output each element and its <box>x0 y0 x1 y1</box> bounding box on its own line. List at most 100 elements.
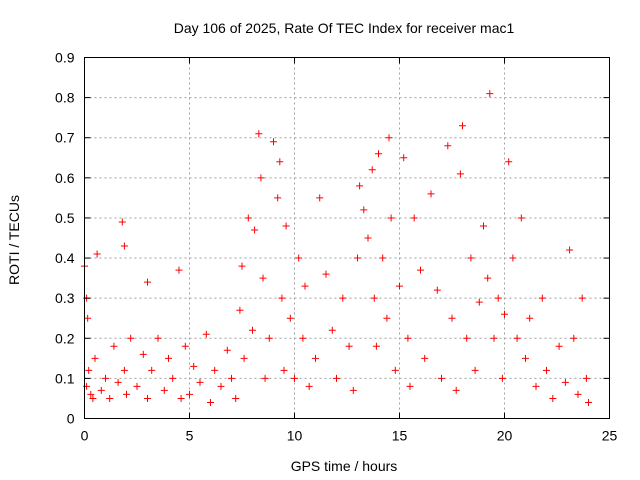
data-point <box>328 326 336 334</box>
data-point <box>186 390 193 398</box>
data-point <box>349 386 357 394</box>
data-point <box>383 314 391 322</box>
data-point <box>89 394 97 402</box>
data-point <box>391 366 399 374</box>
data-point <box>295 254 303 262</box>
data-point <box>570 334 578 342</box>
data-point <box>148 366 156 374</box>
data-point <box>385 134 393 142</box>
data-point <box>169 374 177 382</box>
data-point <box>144 394 151 402</box>
data-point <box>417 266 424 274</box>
data-point <box>261 374 269 382</box>
data-point <box>280 366 288 374</box>
data-point <box>486 90 494 98</box>
data-point <box>211 366 219 374</box>
data-point <box>123 390 130 398</box>
data-point <box>202 330 210 338</box>
y-tick-label: 0 <box>67 411 75 427</box>
data-point <box>259 274 267 282</box>
data-point <box>433 286 441 294</box>
data-point <box>255 130 263 138</box>
x-tick-label: 15 <box>392 428 408 444</box>
data-point <box>299 334 307 342</box>
data-point <box>456 170 464 178</box>
data-point <box>370 294 378 302</box>
data-point <box>396 282 403 290</box>
data-point <box>421 354 429 362</box>
data-point <box>484 274 492 282</box>
data-point <box>120 366 128 374</box>
data-point <box>91 354 99 362</box>
data-point <box>110 342 118 350</box>
y-tick-label: 0.4 <box>55 250 75 266</box>
data-point <box>452 386 460 394</box>
x-axis-title: GPS time / hours <box>291 458 398 474</box>
y-tick-label: 0.7 <box>55 130 75 146</box>
grid-lines <box>84 57 610 419</box>
data-point <box>270 138 277 146</box>
data-points <box>81 90 592 406</box>
data-point <box>238 262 246 270</box>
data-point <box>84 314 92 322</box>
data-point <box>438 374 445 382</box>
chart-title: Day 106 of 2025, Rate Of TEC Index for r… <box>174 20 515 36</box>
data-point <box>585 398 592 406</box>
data-point <box>106 394 114 402</box>
data-point <box>404 334 412 342</box>
data-point <box>356 182 364 190</box>
data-point <box>561 378 569 386</box>
data-point <box>133 382 141 390</box>
y-tick-label: 0.2 <box>55 330 75 346</box>
data-point <box>360 206 368 214</box>
data-point <box>354 254 361 262</box>
data-point <box>87 390 95 398</box>
data-point <box>114 378 122 386</box>
data-point <box>475 298 483 306</box>
data-point <box>517 214 525 222</box>
data-point <box>387 214 395 222</box>
data-point <box>93 250 101 258</box>
data-point <box>118 218 126 226</box>
data-point <box>177 394 185 402</box>
data-point <box>244 214 252 222</box>
data-point <box>305 382 313 390</box>
data-point <box>364 234 372 242</box>
data-point <box>160 386 168 394</box>
data-point <box>532 382 540 390</box>
data-point <box>207 398 214 406</box>
data-point <box>312 354 319 362</box>
data-point <box>236 306 244 314</box>
data-point <box>217 382 225 390</box>
data-point <box>144 278 151 286</box>
y-tick-label: 0.1 <box>55 370 75 386</box>
data-point <box>566 246 574 254</box>
data-point <box>522 354 529 362</box>
data-point <box>538 294 546 302</box>
data-point <box>555 342 563 350</box>
data-point <box>501 310 508 318</box>
data-point <box>301 282 309 290</box>
data-point <box>251 226 259 234</box>
x-tick-labels: 0 5 10 15 20 25 <box>81 428 618 444</box>
x-tick-label: 20 <box>497 428 513 444</box>
data-point <box>427 190 435 198</box>
axis-ticks <box>84 57 610 419</box>
data-point <box>410 214 418 222</box>
y-tick-label: 0.3 <box>55 290 75 306</box>
x-tick-label: 25 <box>602 428 618 444</box>
y-tick-label: 0.5 <box>55 210 75 226</box>
data-point <box>175 266 183 274</box>
data-point <box>190 362 198 370</box>
data-point <box>505 158 513 166</box>
data-point <box>228 374 235 382</box>
data-point <box>513 334 521 342</box>
data-point <box>549 394 557 402</box>
data-point <box>543 366 550 374</box>
data-point <box>232 394 240 402</box>
x-tick-label: 5 <box>186 428 194 444</box>
data-point <box>498 374 506 382</box>
data-point <box>127 334 135 342</box>
data-point <box>574 390 582 398</box>
data-point <box>345 342 353 350</box>
